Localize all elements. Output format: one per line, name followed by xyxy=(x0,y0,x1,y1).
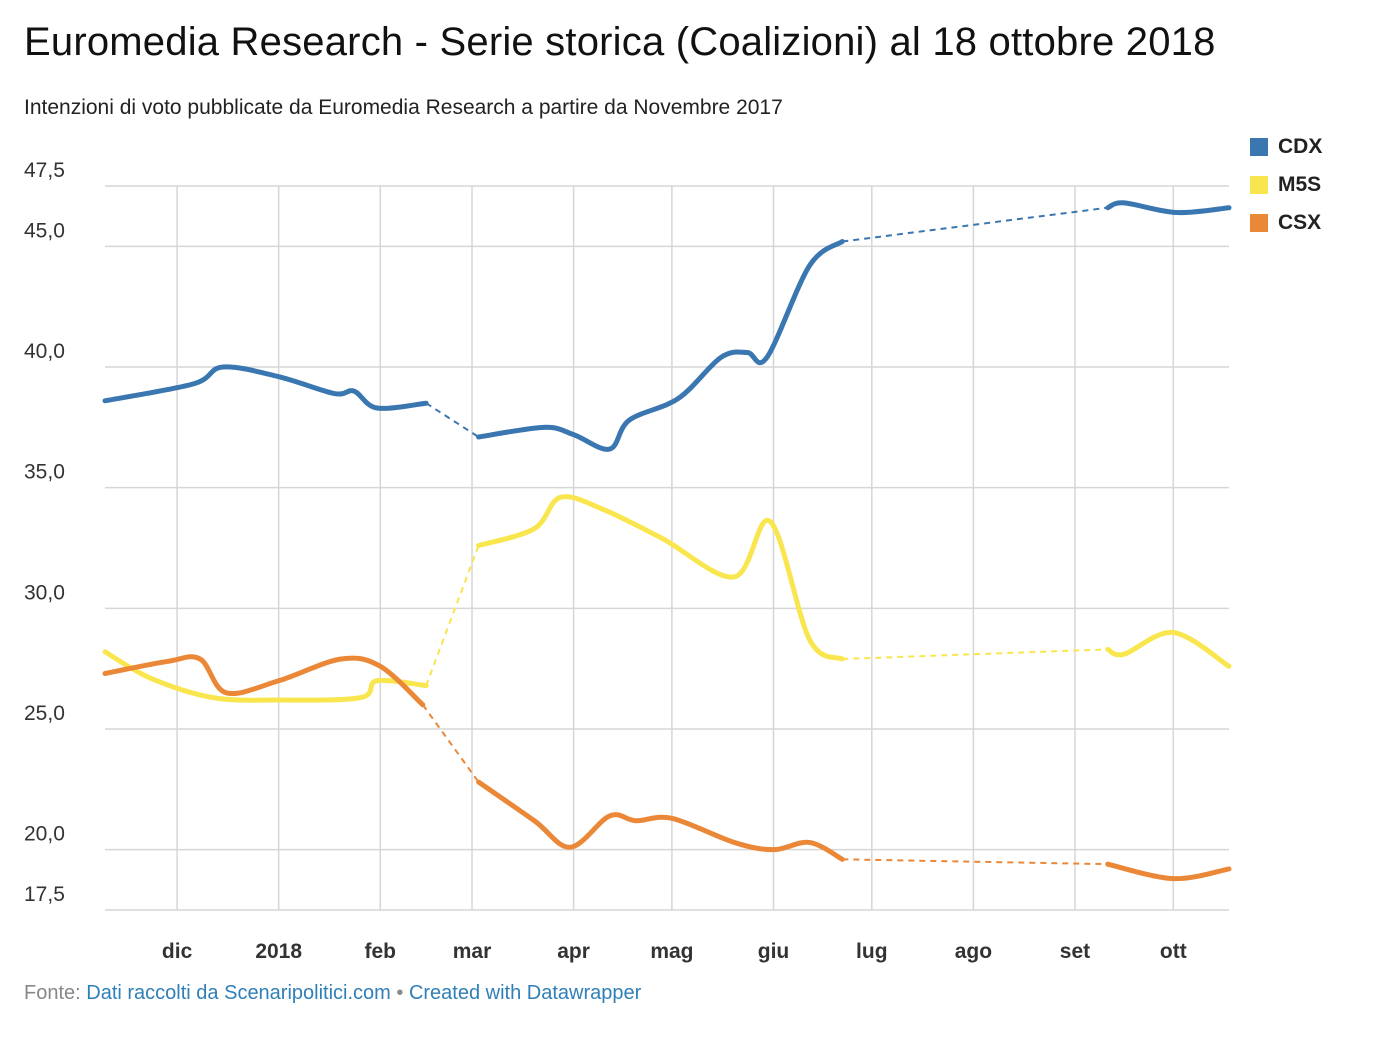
x-tick-label: feb xyxy=(365,940,397,963)
chart-legend: CDX M5S CSX xyxy=(1250,128,1322,242)
y-tick-label: 20,0 xyxy=(24,823,65,846)
series-line-cdx xyxy=(476,239,845,452)
chart-footer: Fonte: Dati raccolti da Scenaripolitici.… xyxy=(24,982,641,1005)
series-line-csx-dashed xyxy=(842,858,1108,866)
legend-item-cdx: CDX xyxy=(1250,128,1322,166)
series-line-m5s-dashed xyxy=(842,648,1108,661)
y-tick-label: 45,0 xyxy=(24,219,65,242)
y-tick-label: 35,0 xyxy=(24,461,65,484)
x-tick-label: lug xyxy=(856,940,888,963)
x-tick-label: 2018 xyxy=(255,940,302,963)
series-line-m5s xyxy=(476,494,845,662)
x-tick-label: ott xyxy=(1160,940,1187,963)
y-tick-label: 47,5 xyxy=(24,159,65,182)
series-line-cdx xyxy=(102,364,429,411)
legend-item-m5s: M5S xyxy=(1250,166,1322,204)
x-tick-label: set xyxy=(1060,940,1090,963)
series-line-csx-dashed xyxy=(422,704,480,783)
legend-swatch-cdx xyxy=(1250,138,1268,156)
legend-label-cdx: CDX xyxy=(1278,135,1323,158)
series-line-cdx-dashed xyxy=(425,402,480,438)
series-line-m5s xyxy=(102,649,429,703)
y-tick-label: 17,5 xyxy=(24,883,65,906)
series-line-csx xyxy=(1105,861,1232,882)
source-link[interactable]: Dati raccolti da Scenaripolitici.com xyxy=(86,982,391,1004)
series-line-m5s-dashed xyxy=(425,545,480,686)
x-tick-label: giu xyxy=(758,940,790,963)
x-tick-label: mar xyxy=(453,940,492,963)
series-line-cdx-dashed xyxy=(842,206,1108,243)
x-tick-label: ago xyxy=(955,940,992,963)
y-tick-label: 30,0 xyxy=(24,581,65,604)
legend-swatch-csx xyxy=(1250,214,1268,232)
x-tick-label: dic xyxy=(162,940,193,963)
datawrapper-link[interactable]: Created with Datawrapper xyxy=(408,982,642,1004)
chart-title: Euromedia Research - Serie storica (Coal… xyxy=(24,20,1216,64)
series-line-m5s xyxy=(1105,629,1232,669)
x-tick-label: mag xyxy=(650,940,693,963)
series-line-csx xyxy=(102,654,426,708)
chart-subtitle: Intenzioni di voto pubblicate da Euromed… xyxy=(24,96,783,119)
series-line-cdx xyxy=(1105,200,1232,216)
legend-item-csx: CSX xyxy=(1250,204,1322,242)
legend-label-m5s: M5S xyxy=(1278,173,1322,196)
footer-prefix: Fonte: xyxy=(24,982,87,1004)
y-tick-label: 40,0 xyxy=(24,340,65,363)
legend-label-csx: CSX xyxy=(1278,211,1322,234)
footer-separator: • xyxy=(390,982,409,1004)
y-tick-label: 25,0 xyxy=(24,702,65,725)
series-line-csx xyxy=(476,779,845,862)
legend-swatch-m5s xyxy=(1250,176,1268,194)
x-tick-label: apr xyxy=(557,940,590,963)
